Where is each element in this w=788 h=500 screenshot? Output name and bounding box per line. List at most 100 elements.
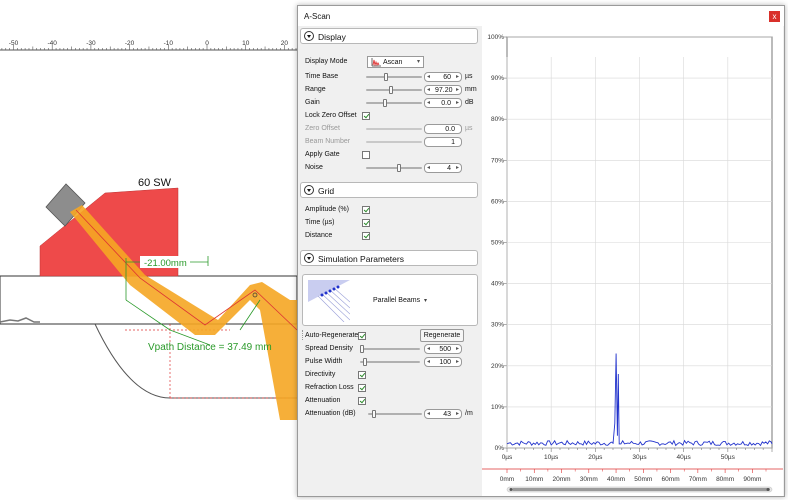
dimension-annotation	[125, 256, 261, 346]
slider-thumb[interactable]	[372, 410, 376, 418]
slider-thumb[interactable]	[360, 345, 364, 353]
dialog-titlebar[interactable]: A-Scan x	[298, 6, 784, 26]
spread-density-label: Spread Density	[305, 345, 353, 352]
time-base-spinner[interactable]: ◂ 60 ▸	[424, 72, 462, 82]
gain-value: 0.0	[441, 100, 451, 107]
y-tick-label: 50%	[491, 240, 504, 247]
parallel-beams-icon	[308, 280, 350, 322]
grid-distance-label: Distance	[305, 232, 333, 239]
slider-thumb[interactable]	[397, 164, 401, 172]
pulse-width-spinner[interactable]: ◂ 100 ▸	[424, 357, 462, 367]
display-mode-select[interactable]: Ascan ▾	[367, 56, 424, 68]
grid-amplitude-checkbox[interactable]	[362, 206, 370, 214]
beam-type-selector[interactable]: Parallel Beams ▾	[302, 274, 478, 326]
x-distance-label: 40mm	[607, 476, 625, 483]
increment-icon[interactable]: ▸	[455, 359, 459, 365]
zero-offset-unit: µs	[465, 125, 473, 132]
x-distance-label: 20mm	[552, 476, 570, 483]
apply-gate-checkbox[interactable]	[362, 151, 370, 159]
display-section-title: Display	[318, 32, 346, 42]
refraction-loss-checkbox[interactable]	[358, 384, 366, 392]
slider-thumb[interactable]	[383, 99, 387, 107]
attenuation-db-slider[interactable]	[368, 410, 422, 418]
decrement-icon[interactable]: ◂	[427, 411, 431, 417]
y-tick-label: 30%	[491, 322, 504, 329]
attenuation-db-spinner[interactable]: ◂ 43 ▸	[424, 409, 462, 419]
x-distance-label: 70mm	[689, 476, 707, 483]
x-distance-label: 90mm	[743, 476, 761, 483]
decrement-icon[interactable]: ◂	[427, 346, 431, 352]
range-slider[interactable]	[366, 86, 422, 94]
spread-density-spinner[interactable]: ◂ 500 ▸	[424, 344, 462, 354]
y-tick-label: 100%	[487, 34, 504, 41]
dialog-title: A-Scan	[304, 12, 331, 21]
spread-density-value: 500	[439, 346, 451, 353]
decrement-icon[interactable]: ◂	[427, 87, 431, 93]
decrement-icon[interactable]: ◂	[427, 100, 431, 106]
lock-zero-offset-checkbox[interactable]	[362, 112, 370, 120]
range-value: 97.20	[435, 87, 453, 94]
grid-time-checkbox[interactable]	[362, 219, 370, 227]
time-base-slider[interactable]	[366, 73, 422, 81]
ascan-chart-panel: 0% 10% 20% 30% 40% 50% 60% 70% 80% 90% 100% 0µs 10µ…	[482, 26, 783, 496]
slider-thumb[interactable]	[363, 358, 367, 366]
display-mode-label: Display Mode	[305, 58, 348, 65]
decrement-icon[interactable]: ◂	[427, 74, 431, 80]
attenuation-checkbox[interactable]	[358, 397, 366, 405]
increment-icon[interactable]: ▸	[455, 100, 459, 106]
zero-offset-slider	[366, 125, 422, 133]
x-time-label: 30µs	[632, 454, 647, 461]
increment-icon[interactable]: ▸	[455, 74, 459, 80]
directivity-checkbox[interactable]	[358, 371, 366, 379]
y-tick-label: 80%	[491, 116, 504, 123]
slider-thumb[interactable]	[389, 86, 393, 94]
simulation-section-header[interactable]: Simulation Parameters	[300, 250, 478, 266]
gain-label: Gain	[305, 99, 320, 106]
settings-panel: Display Display Mode Ascan ▾ Time Base ◂…	[300, 26, 480, 496]
beam-type-value: Parallel Beams	[373, 297, 421, 304]
y-tick-label: 20%	[491, 363, 504, 370]
slider-thumb[interactable]	[384, 73, 388, 81]
collapse-icon[interactable]	[304, 253, 314, 263]
auto-regenerate-checkbox[interactable]	[358, 332, 366, 340]
horizontal-scrollbar[interactable]	[506, 486, 773, 493]
collapse-icon[interactable]	[304, 185, 314, 195]
gain-slider[interactable]	[366, 99, 422, 107]
wedge[interactable]	[39, 183, 179, 277]
increment-icon[interactable]: ▸	[455, 87, 459, 93]
x-time-label: 10µs	[544, 454, 559, 461]
ruler-label: -40	[47, 40, 57, 47]
noise-slider[interactable]	[366, 164, 422, 172]
grid-time-label: Time (µs)	[305, 219, 335, 226]
regenerate-button[interactable]: Regenerate	[420, 329, 464, 342]
x-distance-label: 0mm	[500, 476, 514, 483]
ruler-label: 20	[281, 40, 289, 47]
display-section-header[interactable]: Display	[300, 28, 478, 44]
beam-path	[70, 205, 298, 420]
range-spinner[interactable]: ◂ 97.20 ▸	[424, 85, 462, 95]
beam-number-field: 1	[424, 137, 462, 147]
noise-spinner[interactable]: ◂ 4 ▸	[424, 163, 462, 173]
decrement-icon[interactable]: ◂	[427, 165, 431, 171]
gain-unit: dB	[465, 99, 474, 106]
ruler-label: 0	[205, 40, 209, 47]
x-time-label: 0µs	[502, 454, 513, 461]
grid-section-header[interactable]: Grid	[300, 182, 478, 198]
gain-spinner[interactable]: ◂ 0.0 ▸	[424, 98, 462, 108]
ruler-label: -10	[164, 40, 174, 47]
increment-icon[interactable]: ▸	[455, 411, 459, 417]
ascan-chart[interactable]: 0% 10% 20% 30% 40% 50% 60% 70% 80% 90% 100% 0µs 10µ…	[482, 26, 783, 496]
increment-icon[interactable]: ▸	[455, 165, 459, 171]
time-base-unit: µs	[465, 73, 473, 80]
pulse-width-slider[interactable]	[360, 358, 420, 366]
increment-icon[interactable]: ▸	[455, 346, 459, 352]
collapse-icon[interactable]	[304, 31, 314, 41]
y-tick-label: 0%	[495, 445, 505, 452]
dimension-label: -21.00mm	[144, 258, 187, 269]
close-button[interactable]: x	[769, 11, 780, 22]
decrement-icon[interactable]: ◂	[427, 359, 431, 365]
grid-distance-checkbox[interactable]	[362, 232, 370, 240]
spread-density-slider[interactable]	[360, 345, 420, 353]
ascan-dialog: A-Scan x Display Display Mode Ascan ▾ Ti…	[297, 5, 785, 497]
